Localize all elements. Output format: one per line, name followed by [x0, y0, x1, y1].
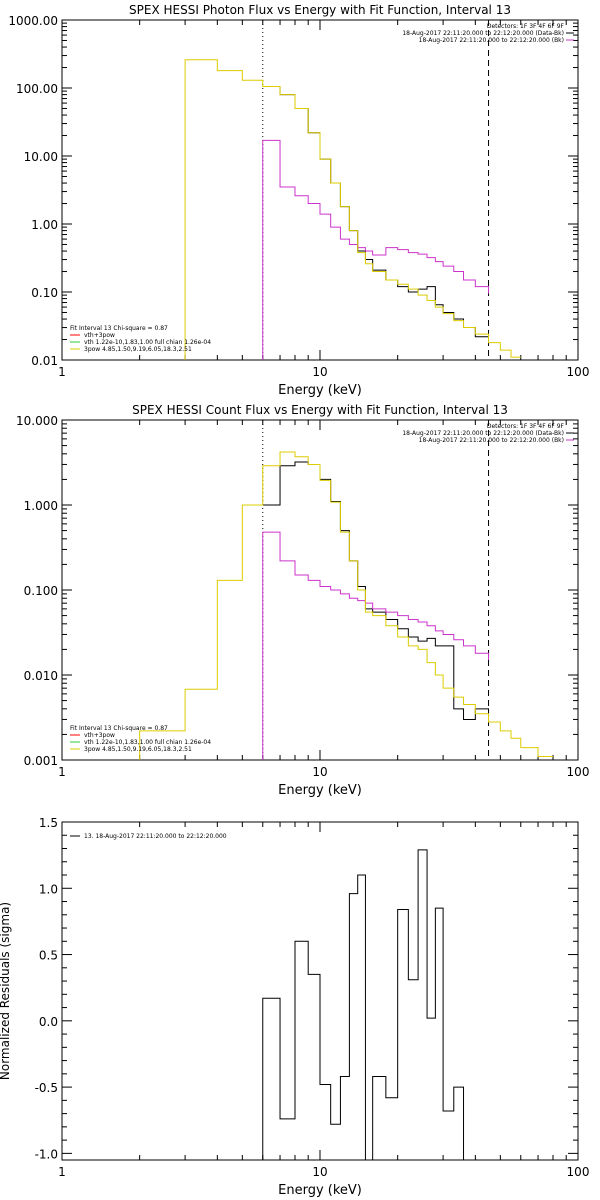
chart-panel-3: 1 10 100 Energy (keV) -1.0 -0.5 0.0 0.5 1.0 1.5 No… [0, 816, 589, 1198]
legend-left-entry: vth+3pow [84, 332, 115, 339]
x-tick-label: 1 [58, 1165, 66, 1179]
data-series-1 [262, 849, 489, 1161]
y-tick-label: 10.000 [16, 414, 58, 428]
x-tick-label: 1 [58, 765, 66, 779]
data-series-1 [262, 86, 489, 338]
plot-frame [61, 19, 579, 361]
legend-right-entry: 18-Aug-2017 22:11:20.000 to 22:12:20.000… [402, 430, 564, 437]
legend-right-entry: 18-Aug-2017 22:11:20.000 to 22:12:20.000… [402, 30, 564, 37]
data-series-2 [262, 531, 490, 661]
y-tick-label: 1.0 [39, 882, 58, 896]
x-tick-label: 100 [567, 365, 590, 379]
y-tick-label: 10.00 [24, 150, 58, 164]
y-tick-label: 0.001 [24, 754, 58, 768]
chart-title: SPEX HESSI Photon Flux vs Energy with Fi… [129, 3, 511, 17]
legend-right-entry: 18-Aug-2017 22:11:20.000 to 22:12:20.000… [419, 437, 564, 444]
y-tick-label: -1.0 [35, 1147, 58, 1161]
legend-right-entry: Detectors: 1F 3F 4F 6F 9F [487, 23, 565, 30]
legend-left-entry: 3pow 4.85,1.50,9.19,6.05,18.3,2.51 [84, 346, 192, 353]
data-series-1 [262, 461, 490, 720]
y-tick-label: 1.5 [39, 816, 58, 830]
y-tick-label: -0.5 [35, 1081, 58, 1095]
x-tick-label: 10 [312, 765, 327, 779]
y-tick-label: 0.010 [24, 669, 58, 683]
y-tick-label: 0.100 [24, 584, 58, 598]
legend-left-entry: 3pow 4.85,1.50,9.19,6.05,18.3,2.51 [84, 746, 192, 753]
y-tick-label: 1.000 [24, 499, 58, 513]
x-tick-label: 10 [312, 1165, 327, 1179]
data-series-3 [139, 451, 553, 760]
data-series-3 [184, 59, 521, 360]
y-tick-label: 1.00 [31, 218, 58, 232]
x-tick-label: 1 [58, 365, 66, 379]
legend-right-entry: 18-Aug-2017 22:11:20.000 to 22:12:20.000… [419, 37, 564, 44]
y-tick-label: 0.0 [39, 1015, 58, 1029]
legend-left-entry: vth+3pow [84, 732, 115, 739]
y-axis-label: Normalized Residuals (sigma) [0, 902, 12, 1080]
y-tick-label: 0.01 [31, 354, 58, 368]
x-tick-label: 10 [312, 365, 327, 379]
y-tick-label: 0.5 [39, 949, 58, 963]
x-axis-label: Energy (keV) [278, 1183, 362, 1198]
x-axis-label: Energy (keV) [278, 783, 362, 798]
y-tick-label: 0.10 [31, 286, 58, 300]
legend-left-entry: vth 1.22e-10,1.83,1.00 full chian 1.26e-… [84, 339, 211, 346]
data-series-2 [262, 139, 490, 294]
x-axis-label: Energy (keV) [278, 383, 362, 398]
y-tick-label: 100.00 [16, 82, 58, 96]
chart-panel-1: SPEX HESSI Photon Flux vs Energy with Fi… [8, 3, 589, 398]
legend-left-entry: Fit Interval 13 Chi-square = 0.87 [70, 725, 168, 732]
legend-right-entry: Detectors: 1F 3F 4F 6F 9F [487, 423, 565, 430]
legend-left-entry: 13. 18-Aug-2017 22:11:20.000 to 22:12:20… [84, 833, 227, 840]
x-tick-label: 100 [567, 765, 590, 779]
chart-panel-2: SPEX HESSI Count Flux vs Energy with Fit… [16, 403, 589, 798]
x-tick-label: 100 [567, 1165, 590, 1179]
y-tick-label: 1000.00 [8, 14, 58, 28]
chart-title: SPEX HESSI Count Flux vs Energy with Fit… [132, 403, 508, 417]
legend-left-entry: vth 1.22e-10,1.83,1.00 full chian 1.26e-… [84, 739, 211, 746]
legend-left-entry: Fit Interval 13 Chi-square = 0.87 [70, 325, 168, 332]
